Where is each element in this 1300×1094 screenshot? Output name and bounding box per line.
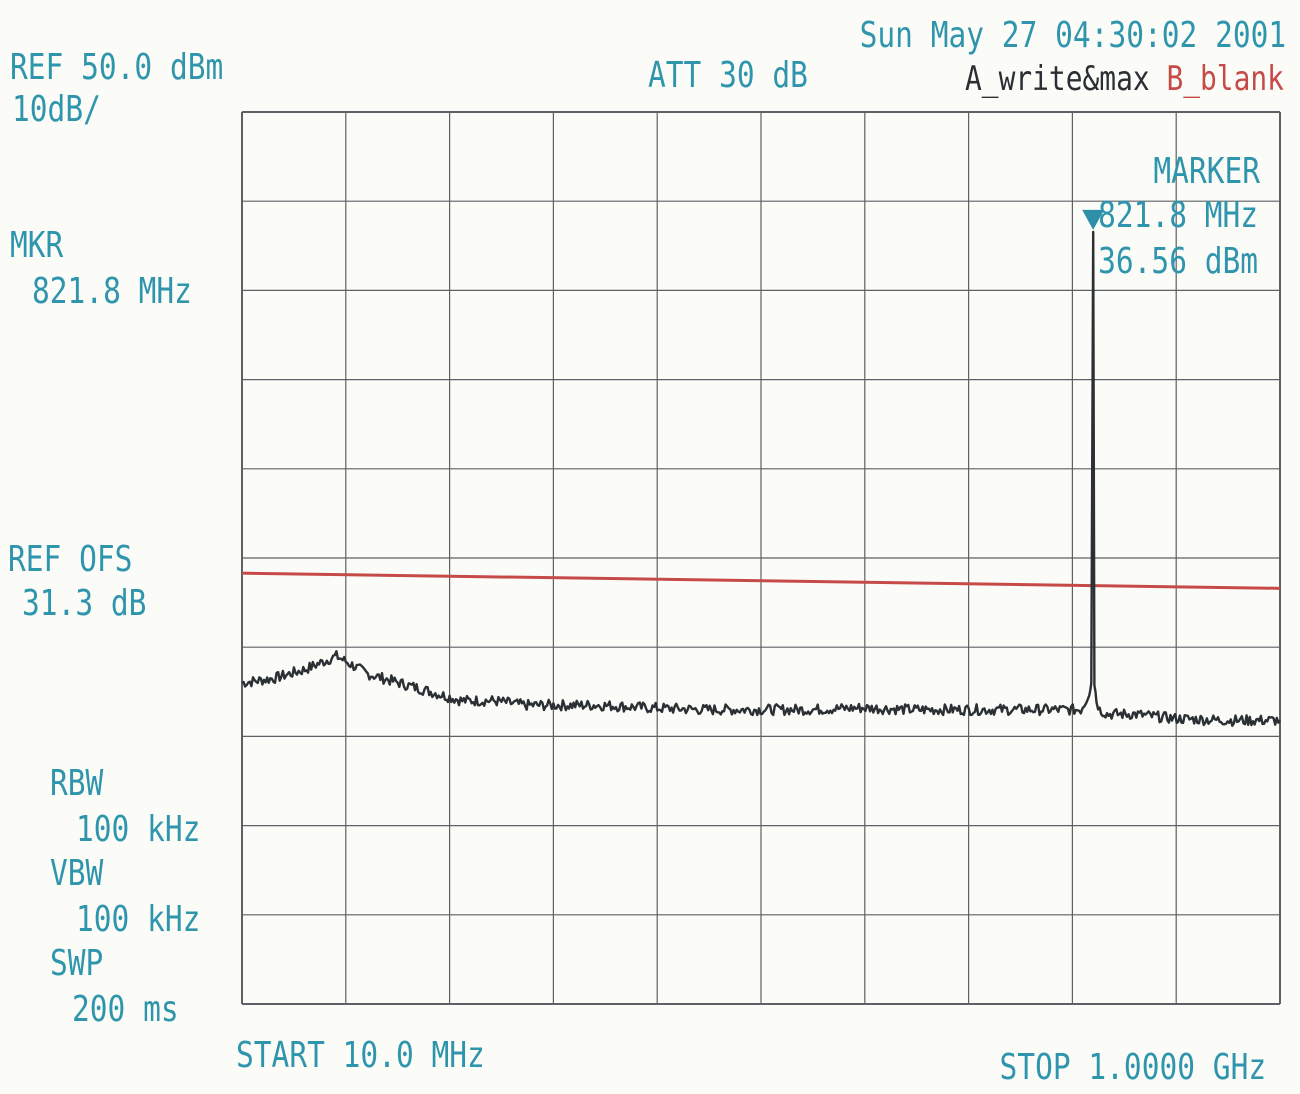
rbw-value: 100 kHz [76, 809, 201, 850]
sweep-label: SWP [50, 943, 104, 984]
marker-frequency: 821.8 MHz [1098, 195, 1258, 236]
marker-title: MARKER [1153, 151, 1260, 192]
scale-per-div: 10dB/ [12, 89, 101, 130]
vbw-label: VBW [50, 853, 104, 894]
marker-triangle-icon [1082, 209, 1105, 230]
mkr-frequency: 821.8 MHz [32, 271, 192, 312]
graticule [241, 111, 1281, 1005]
limit-line [241, 571, 1281, 590]
trace-b-mode: B_blank [1166, 59, 1284, 99]
trace-a-mode: A_write&max [965, 59, 1150, 99]
ref-level: REF 50.0 dBm [10, 47, 224, 88]
vbw-value: 100 kHz [76, 899, 201, 940]
ref-offset-label: REF OFS [8, 539, 133, 580]
attenuation: ATT 30 dB [648, 55, 808, 96]
marker-level: 36.56 dBm [1098, 241, 1258, 282]
timestamp: Sun May 27 04:30:02 2001 [859, 15, 1286, 56]
mkr-label: MKR [10, 225, 64, 266]
stop-frequency: STOP 1.0000 GHz [999, 1047, 1266, 1088]
rbw-label: RBW [50, 763, 104, 804]
trace-a-line [241, 230, 1281, 727]
sweep-value: 200 ms [72, 989, 179, 1030]
ref-offset-value: 31.3 dB [22, 583, 147, 624]
start-frequency: START 10.0 MHz [236, 1035, 485, 1076]
trace-status: A_write&max B_blank [965, 62, 1284, 96]
